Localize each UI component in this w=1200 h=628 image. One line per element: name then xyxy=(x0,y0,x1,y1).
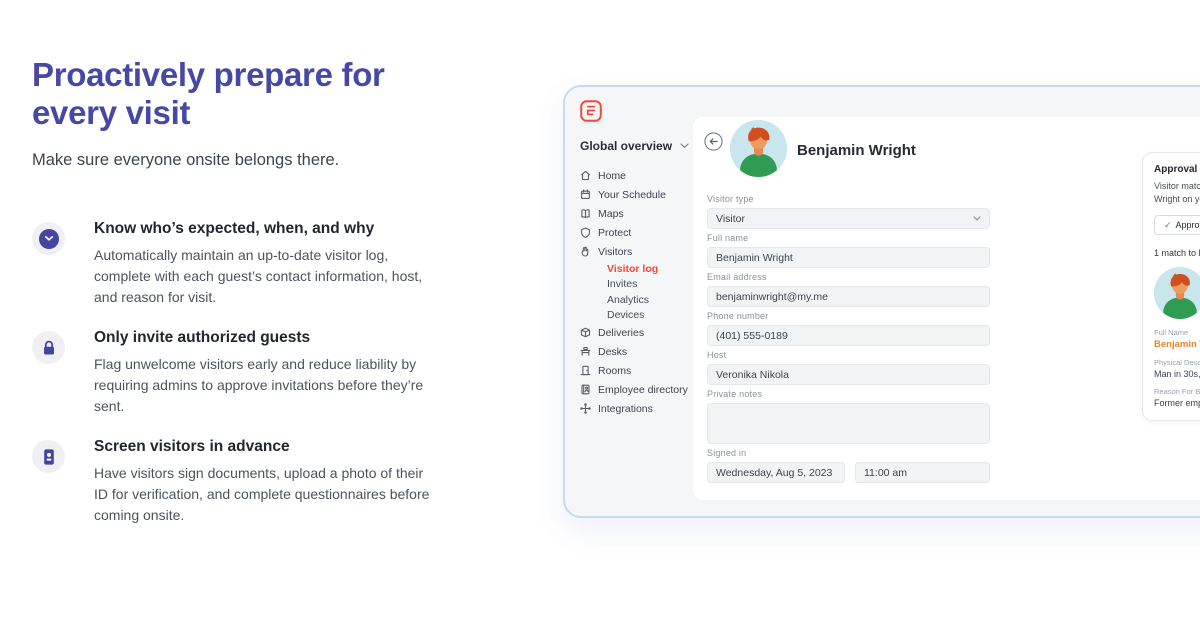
feature-authorized: Only invite authorized guests Flag unwel… xyxy=(32,329,462,417)
approval-panel: Approval required Visitor matches Benjam… xyxy=(1142,152,1200,421)
match-avatar xyxy=(1154,267,1200,319)
match-description-label: Physical Description xyxy=(1154,358,1200,367)
calendar-icon xyxy=(581,189,590,199)
signed-in-time-field[interactable] xyxy=(855,462,990,483)
chevron-down-icon xyxy=(973,216,981,221)
directory-icon xyxy=(581,384,590,395)
sidebar-item-devices[interactable]: Devices xyxy=(607,309,645,322)
arrow-left-icon xyxy=(704,132,723,151)
feature-title: Screen visitors in advance xyxy=(94,438,290,455)
sidebar-item-invites[interactable]: Invites xyxy=(607,278,638,291)
private-notes-field[interactable] xyxy=(707,403,990,444)
email-label: Email address xyxy=(707,272,767,282)
workspace-label: Global overview xyxy=(580,139,673,153)
sidebar-item-analytics[interactable]: Analytics xyxy=(607,293,650,306)
page-subtitle: Make sure everyone onsite belongs there. xyxy=(32,151,340,169)
clock-icon xyxy=(32,222,65,255)
desk-icon xyxy=(580,347,591,356)
feature-screen: Screen visitors in advance Have visitors… xyxy=(32,438,462,526)
home-icon xyxy=(581,170,590,181)
full-name-label: Full name xyxy=(707,233,749,243)
approval-title: Approval required xyxy=(1154,164,1200,175)
sidebar-item-visitor-log[interactable]: Visitor log xyxy=(607,262,659,275)
sidebar-item-deliveries[interactable]: Deliveries xyxy=(580,323,693,342)
host-field[interactable] xyxy=(707,364,990,385)
door-icon xyxy=(580,365,591,376)
visitor-type-label: Visitor type xyxy=(707,194,754,204)
visitor-avatar xyxy=(730,120,787,177)
host-label: Host xyxy=(707,350,727,360)
sidebar-item-home[interactable]: Home xyxy=(580,166,693,185)
feature-description: Flag unwelcome visitors early and reduce… xyxy=(94,356,424,414)
sidebar-item-visitors[interactable]: Visitors xyxy=(580,242,693,261)
lock-icon xyxy=(32,331,65,364)
feature-description: Have visitors sign documents, upload a p… xyxy=(94,465,430,523)
envoy-logo-icon xyxy=(580,100,602,122)
signed-in-date-field[interactable] xyxy=(707,462,845,483)
person-illustration xyxy=(730,120,787,177)
hero-section: Proactively prepare for every visit Make… xyxy=(32,56,462,547)
id-badge-icon xyxy=(32,440,65,473)
match-full-name-label: Full Name xyxy=(1154,328,1189,337)
email-field[interactable] xyxy=(707,286,990,307)
sidebar-item-employee-directory[interactable]: Employee directory xyxy=(580,380,693,399)
sidebar-item-protect[interactable]: Protect xyxy=(580,223,693,242)
match-reason-label: Reason For Blocking xyxy=(1154,387,1200,396)
sidebar-item-integrations[interactable]: Integrations xyxy=(580,399,693,418)
visitor-name: Benjamin Wright xyxy=(797,142,916,159)
app-window: Global overview Home Your Schedule Maps … xyxy=(563,85,1200,518)
feature-expected: Know who’s expected, when, and why Autom… xyxy=(32,220,462,308)
feature-title: Only invite authorized guests xyxy=(94,329,311,346)
sidebar-nav: Home Your Schedule Maps Protect Visitors… xyxy=(580,166,693,418)
person-illustration xyxy=(1154,267,1200,319)
sidebar-item-maps[interactable]: Maps xyxy=(580,204,693,223)
phone-field[interactable] xyxy=(707,325,990,346)
sidebar-item-desks[interactable]: Desks xyxy=(580,342,693,361)
feature-description: Automatically maintain an up-to-date vis… xyxy=(94,247,423,305)
back-button[interactable] xyxy=(704,132,723,151)
feature-title: Know who’s expected, when, and why xyxy=(94,220,375,237)
visitor-type-select[interactable]: Visitor xyxy=(707,208,990,229)
match-reason: Former employee xyxy=(1154,398,1200,408)
check-icon: ✓ xyxy=(1164,219,1172,230)
phone-label: Phone number xyxy=(707,311,769,321)
sidebar: Global overview Home Your Schedule Maps … xyxy=(565,87,693,516)
signed-in-label: Signed in xyxy=(707,448,747,458)
sidebar-item-your-schedule[interactable]: Your Schedule xyxy=(580,185,693,204)
match-full-name: Benjamin Wright xyxy=(1154,339,1200,350)
chevron-down-icon xyxy=(680,143,689,148)
hand-wave-icon xyxy=(581,246,589,257)
package-icon xyxy=(580,327,591,338)
private-notes-label: Private notes xyxy=(707,389,763,399)
integrations-icon xyxy=(580,403,591,414)
workspace-selector[interactable]: Global overview xyxy=(580,139,693,153)
visitor-form: Visitor type Visitor Full name Email add… xyxy=(707,194,990,487)
visitor-detail-card: Benjamin Wright Visitor type Visitor Ful… xyxy=(693,117,1200,500)
maps-icon xyxy=(581,209,590,219)
match-heading: 1 match to Benjamin Wright xyxy=(1154,248,1200,258)
approval-message: Visitor matches Benjamin Wright on your … xyxy=(1154,181,1200,204)
match-description: Man in 30s, medium build, 5'10'' xyxy=(1154,369,1200,379)
sidebar-item-rooms[interactable]: Rooms xyxy=(580,361,693,380)
approve-button[interactable]: ✓ Approve xyxy=(1154,215,1200,235)
page-title: Proactively prepare for every visit xyxy=(32,56,385,131)
full-name-field[interactable] xyxy=(707,247,990,268)
shield-icon xyxy=(581,227,590,238)
